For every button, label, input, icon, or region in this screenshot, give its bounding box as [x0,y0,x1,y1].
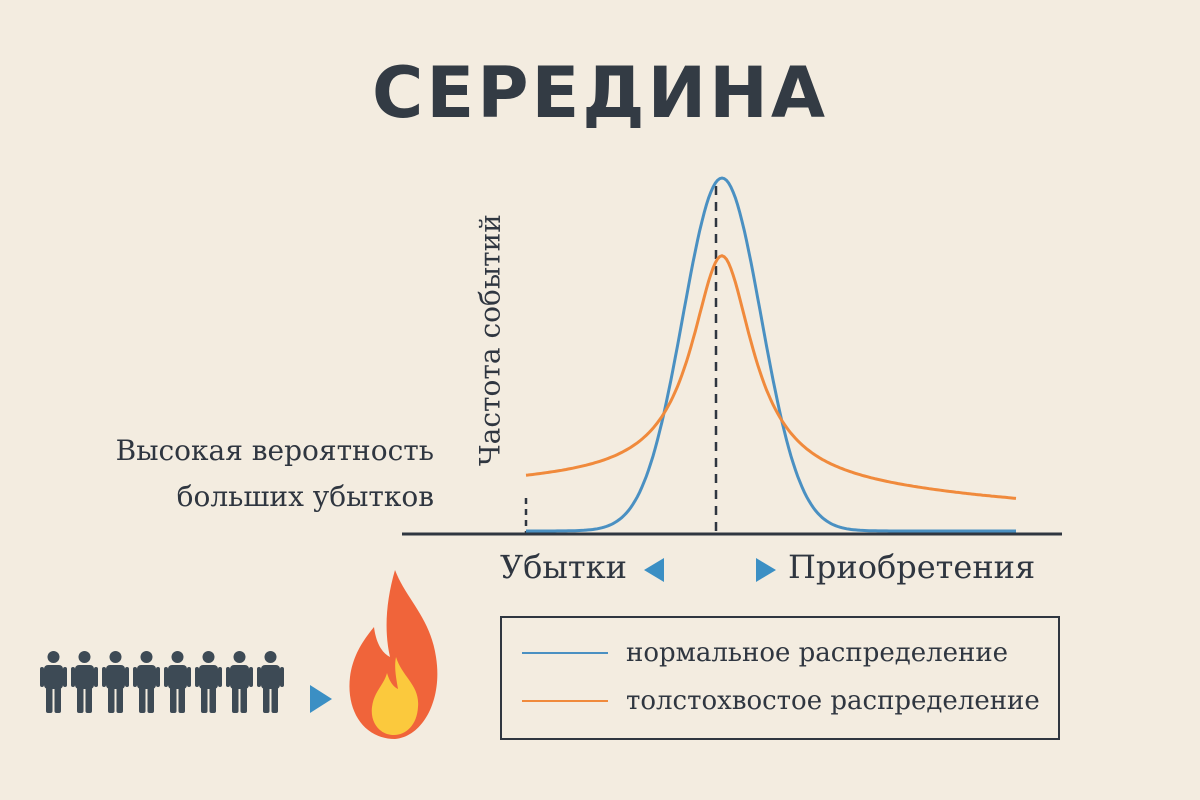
arrow-right-icon [756,558,776,582]
arrow-right-icon [310,685,332,713]
fire-icon [349,570,438,739]
fat-tailed-distribution-curve [525,254,1017,500]
people-group [40,650,284,714]
person-icon [226,651,253,713]
person-icon [102,651,129,713]
person-icon [257,651,284,713]
person-icon [195,651,222,713]
legend-swatch-normal [522,652,608,654]
legend-label-normal: нормальное распределение [626,638,1009,668]
legend-item-normal: нормальное распределение [522,638,1008,668]
person-icon [133,651,160,713]
legend-item-fat-tailed: толстохвостое распределение [522,686,1040,716]
fire-inner-flame [371,657,419,735]
y-axis-label: Частота событий [473,214,507,466]
high-loss-annotation: Высокая вероятность больших убытков [116,428,434,520]
x-label-losses: Убытки [500,548,627,586]
page-title: СЕРЕДИНА [372,52,828,134]
arrow-left-icon [644,558,664,582]
person-icon [164,651,191,713]
normal-distribution-curve [526,176,1016,533]
chart-legend: нормальное распределение толстохвостое р… [500,616,1060,740]
annotation-line-1: Высокая вероятность [115,434,434,467]
person-icon [71,651,98,713]
x-label-gains: Приобретения [788,548,1036,586]
person-icon [40,651,67,713]
annotation-line-2: больших убытков [176,480,434,513]
legend-swatch-fat-tailed [522,700,608,702]
legend-label-fat-tailed: толстохвостое распределение [626,686,1040,716]
